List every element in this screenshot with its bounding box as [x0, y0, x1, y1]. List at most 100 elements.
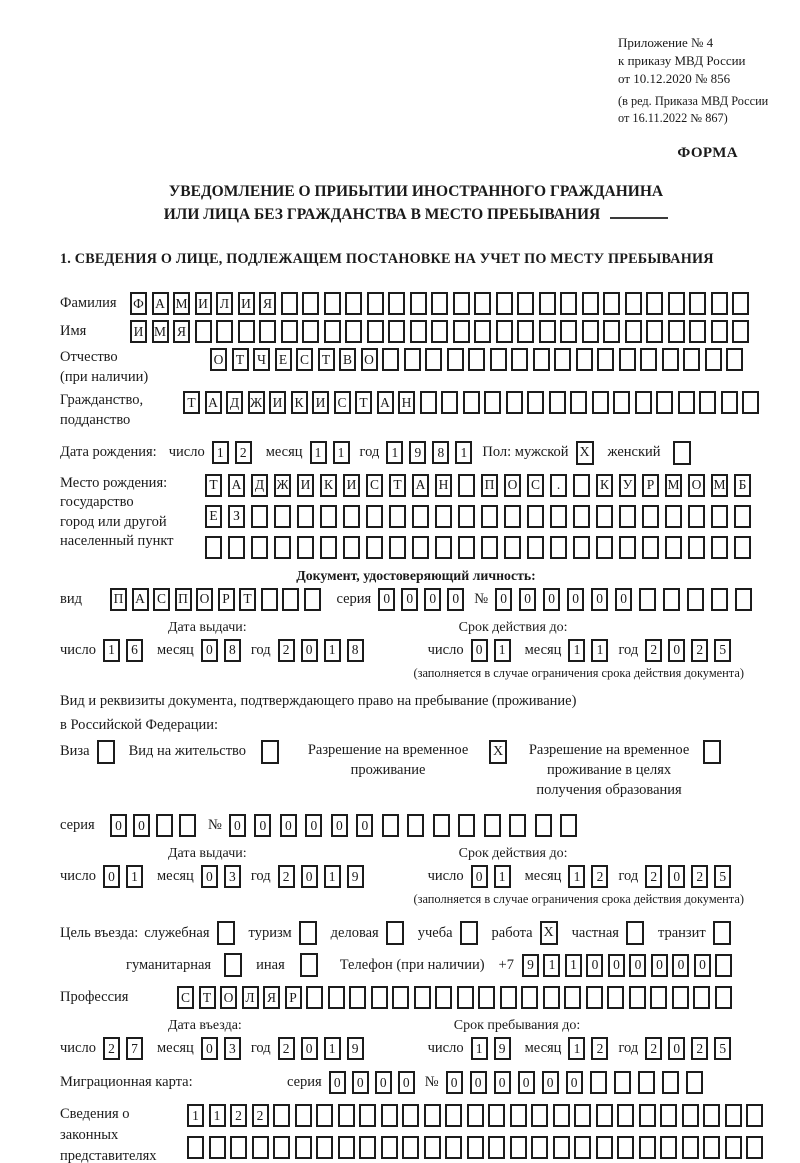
char-cell[interactable]: 0	[300, 1037, 318, 1061]
char-cell[interactable]: 1	[323, 865, 341, 889]
char-cell[interactable]: 0	[254, 814, 272, 838]
char-cell[interactable]: 1	[568, 638, 586, 662]
char-cell[interactable]	[431, 292, 448, 316]
char-cell[interactable]: 1	[386, 441, 404, 464]
char-cell[interactable]	[660, 1104, 677, 1128]
char-cell[interactable]: Т	[317, 348, 335, 372]
char-cell[interactable]	[699, 391, 716, 415]
temp-residence-education-checkbox[interactable]	[703, 739, 722, 764]
char-cell[interactable]	[280, 292, 298, 316]
char-cell[interactable]: М	[173, 292, 190, 316]
char-cell[interactable]: 1	[455, 441, 473, 464]
char-cell[interactable]: 2	[277, 638, 295, 662]
char-cell[interactable]	[596, 504, 613, 528]
char-cell[interactable]	[456, 986, 474, 1010]
char-cell[interactable]	[538, 320, 556, 344]
char-cell[interactable]	[574, 1104, 591, 1128]
char-cell[interactable]	[714, 986, 732, 1010]
char-cell[interactable]	[388, 292, 405, 316]
char-cell[interactable]: М	[151, 320, 169, 344]
char-cell[interactable]: О	[688, 473, 705, 497]
char-cell[interactable]: А	[376, 391, 394, 415]
char-cell[interactable]: А	[412, 473, 429, 497]
char-cell[interactable]: Я	[263, 986, 280, 1010]
char-cell[interactable]: А	[228, 473, 245, 497]
char-cell[interactable]	[228, 535, 245, 559]
char-cell[interactable]: 0	[330, 814, 348, 838]
char-cell[interactable]	[303, 587, 321, 611]
char-cell[interactable]: Е	[274, 348, 292, 372]
char-cell[interactable]	[734, 504, 751, 528]
char-cell[interactable]: 0	[200, 638, 218, 662]
char-cell[interactable]	[613, 391, 630, 415]
char-cell[interactable]	[337, 1136, 355, 1160]
char-cell[interactable]	[603, 320, 620, 344]
char-cell[interactable]: С	[177, 986, 194, 1010]
char-cell[interactable]: Ф	[130, 292, 147, 316]
char-cell[interactable]: О	[196, 587, 213, 611]
char-cell[interactable]: 0	[228, 814, 246, 838]
char-cell[interactable]	[478, 986, 495, 1010]
char-cell[interactable]: 0	[668, 638, 686, 662]
char-cell[interactable]: Т	[205, 473, 222, 497]
char-cell[interactable]	[560, 814, 578, 838]
char-cell[interactable]	[327, 986, 345, 1010]
char-cell[interactable]	[689, 292, 706, 316]
char-cell[interactable]	[560, 320, 577, 344]
char-cell[interactable]: 0	[565, 1071, 583, 1095]
char-cell[interactable]	[499, 986, 517, 1010]
char-cell[interactable]: 0	[445, 1071, 463, 1095]
char-cell[interactable]	[366, 292, 384, 316]
char-cell[interactable]	[488, 1104, 505, 1128]
char-cell[interactable]	[432, 814, 450, 838]
char-cell[interactable]: 1	[208, 1104, 226, 1128]
char-cell[interactable]	[489, 348, 507, 372]
char-cell[interactable]	[509, 1136, 527, 1160]
char-cell[interactable]	[667, 320, 685, 344]
char-cell[interactable]	[660, 1136, 677, 1160]
char-cell[interactable]: 0	[519, 587, 537, 611]
char-cell[interactable]	[550, 535, 567, 559]
char-cell[interactable]	[642, 504, 659, 528]
char-cell[interactable]: П	[110, 587, 127, 611]
char-cell[interactable]	[194, 320, 212, 344]
char-cell[interactable]: 9	[493, 1037, 511, 1061]
purpose-commercial-checkbox[interactable]	[385, 921, 404, 946]
char-cell[interactable]	[624, 320, 642, 344]
char-cell[interactable]: Я	[173, 320, 190, 344]
char-cell[interactable]	[343, 535, 360, 559]
char-cell[interactable]	[382, 348, 399, 372]
visa-checkbox[interactable]	[96, 739, 115, 764]
char-cell[interactable]	[554, 348, 571, 372]
char-cell[interactable]	[619, 535, 636, 559]
char-cell[interactable]	[389, 535, 406, 559]
char-cell[interactable]	[532, 348, 550, 372]
char-cell[interactable]	[521, 986, 538, 1010]
char-cell[interactable]	[483, 814, 501, 838]
purpose-tourism-checkbox[interactable]	[298, 921, 317, 946]
char-cell[interactable]	[412, 504, 429, 528]
char-cell[interactable]: 1	[493, 865, 511, 889]
char-cell[interactable]	[380, 1104, 398, 1128]
char-cell[interactable]: 1	[591, 638, 609, 662]
char-cell[interactable]	[619, 504, 636, 528]
char-cell[interactable]: 0	[447, 587, 465, 611]
char-cell[interactable]	[413, 986, 431, 1010]
char-cell[interactable]: А	[131, 587, 149, 611]
char-cell[interactable]	[742, 391, 759, 415]
char-cell[interactable]	[337, 1104, 355, 1128]
purpose-work-checkbox[interactable]: X	[539, 921, 558, 946]
char-cell[interactable]	[681, 1104, 699, 1128]
char-cell[interactable]	[617, 1136, 634, 1160]
char-cell[interactable]	[349, 986, 366, 1010]
char-cell[interactable]	[343, 504, 360, 528]
char-cell[interactable]: О	[220, 986, 237, 1010]
char-cell[interactable]	[273, 1104, 290, 1128]
char-cell[interactable]	[573, 504, 590, 528]
char-cell[interactable]	[419, 391, 437, 415]
char-cell[interactable]	[208, 1136, 226, 1160]
char-cell[interactable]	[273, 1136, 290, 1160]
char-cell[interactable]	[445, 1104, 462, 1128]
char-cell[interactable]: 0	[629, 953, 647, 977]
char-cell[interactable]: 0	[567, 587, 585, 611]
